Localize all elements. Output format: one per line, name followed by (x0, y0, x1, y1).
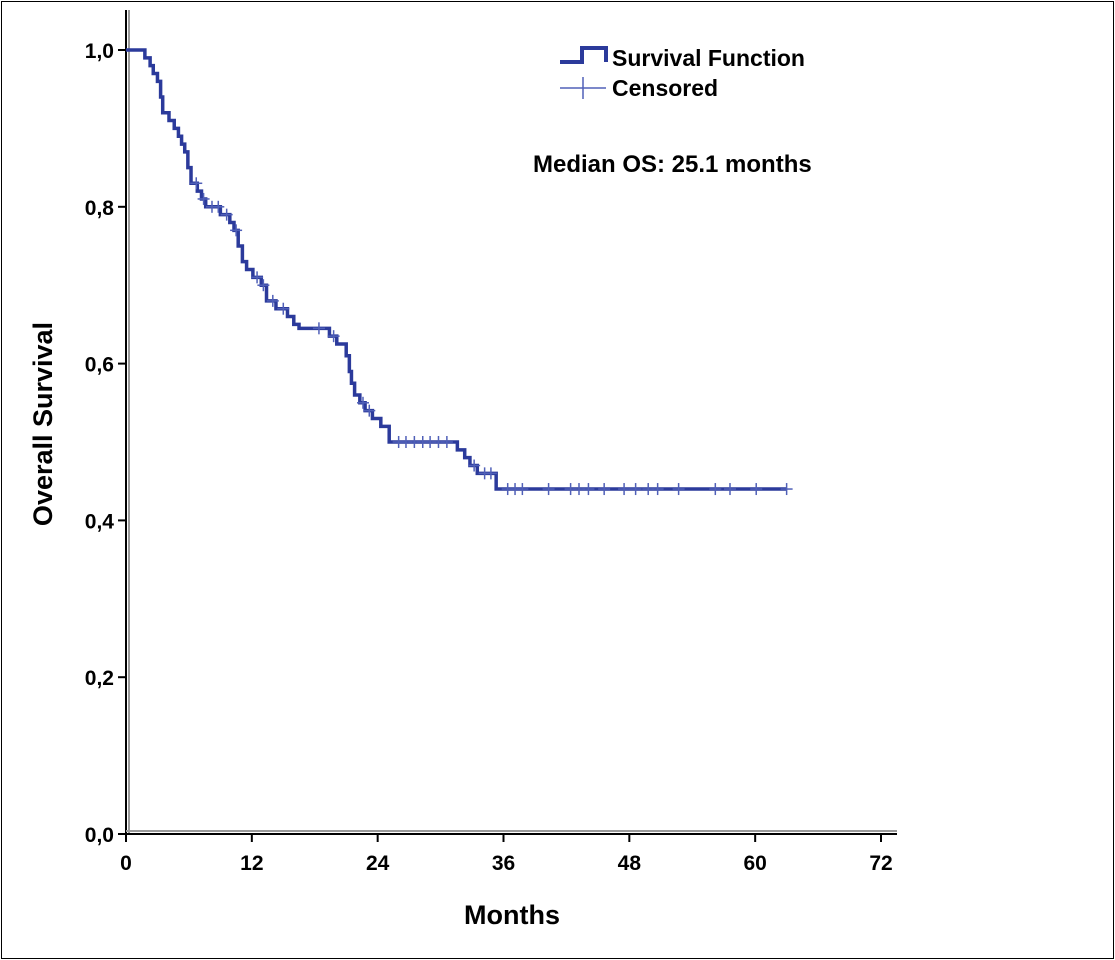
censor-mark (672, 483, 685, 496)
y-axis-title: Overall Survival (28, 322, 58, 526)
censor-mark (484, 467, 497, 480)
y-tick-label: 0,2 (85, 667, 114, 690)
median-os-annotation: Median OS: 25.1 months (533, 151, 812, 178)
survival-function-line (126, 48, 787, 491)
censor-mark (750, 483, 763, 496)
censor-mark (516, 483, 529, 496)
censor-mark (230, 224, 243, 237)
x-tick-label: 60 (743, 852, 766, 875)
censor-mark (251, 271, 264, 284)
censor-mark (327, 330, 340, 343)
x-tick-label: 36 (492, 852, 515, 875)
axis-ticks: 0 12 24 36 48 60 72 0,0 0,2 0,4 0,6 0,8 1,0 (85, 40, 893, 875)
x-axis-title: Months (464, 900, 560, 930)
x-tick-label: 24 (366, 852, 390, 875)
axes (125, 10, 897, 835)
censor-mark (651, 483, 664, 496)
y-tick-label: 0,6 (85, 354, 114, 377)
censor-mark (266, 294, 279, 307)
censor-mark (709, 483, 722, 496)
legend-survival-label: Survival Function (612, 45, 805, 71)
x-tick-label: 12 (240, 852, 263, 875)
survival-curve-layer (126, 48, 787, 491)
censor-mark (363, 404, 376, 417)
censor-mark (629, 483, 642, 496)
censor-mark (598, 483, 611, 496)
x-tick-label: 48 (618, 852, 642, 875)
censor-mark (197, 192, 210, 205)
censor-mark (277, 302, 290, 315)
legend: Survival Function Censored (560, 45, 805, 101)
legend-censored-label: Censored (612, 75, 718, 101)
y-tick-label: 0,8 (85, 197, 115, 220)
censor-mark (780, 483, 793, 496)
censor-mark (257, 279, 270, 292)
censor-mark (312, 322, 325, 335)
censor-marks-layer (190, 177, 793, 496)
censor-mark (724, 483, 736, 496)
censor-mark (190, 177, 203, 190)
y-tick-label: 1,0 (85, 40, 114, 63)
legend-survival-swatch (560, 46, 608, 64)
x-tick-label: 0 (120, 852, 132, 875)
censor-mark (542, 483, 555, 496)
censor-mark (212, 200, 225, 213)
y-tick-label: 0,4 (85, 510, 115, 533)
censor-mark (356, 396, 369, 409)
censor-mark (440, 436, 453, 448)
censor-mark (220, 208, 233, 221)
censor-mark (468, 459, 481, 472)
x-tick-label: 72 (869, 852, 892, 875)
censor-mark (582, 483, 595, 496)
y-tick-label: 0,0 (85, 824, 114, 847)
censor-mark (618, 483, 631, 496)
